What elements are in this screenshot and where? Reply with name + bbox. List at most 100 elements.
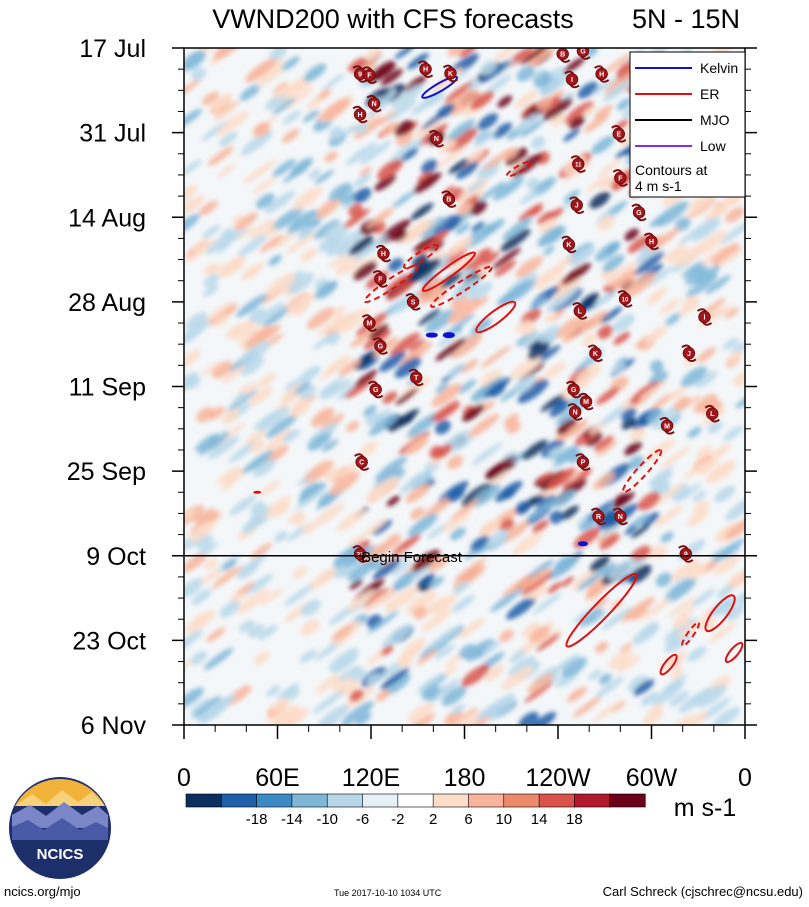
tc-marker-label: K [566, 242, 571, 249]
field-cell [457, 201, 474, 215]
er-contour [253, 490, 262, 494]
colorbar-units: m s-1 [674, 794, 737, 822]
field-cell [454, 557, 487, 582]
field-cell [429, 625, 461, 649]
field-cell [557, 418, 578, 435]
legend-box [629, 51, 746, 198]
field-cell [631, 607, 648, 621]
field-cell [226, 389, 258, 413]
field-cell [270, 229, 298, 250]
field-cell [435, 338, 466, 361]
field-cell [202, 284, 219, 297]
field-cell [447, 48, 466, 57]
colorbar-label: -2 [391, 811, 404, 828]
field-cell [364, 589, 395, 612]
field-cell [256, 302, 286, 325]
field-cell [613, 331, 631, 345]
field-cell [447, 455, 464, 470]
field-cell [651, 404, 685, 430]
field-cell [326, 229, 350, 247]
field-cell [201, 120, 229, 141]
field-cell [710, 242, 739, 264]
tc-marker-label: G [580, 49, 586, 56]
field-cell [562, 419, 589, 439]
logo-text: NCICS [37, 846, 84, 863]
field-cell [248, 159, 277, 181]
field-cell [449, 333, 483, 359]
field-cell [530, 711, 557, 725]
field-cell [387, 279, 417, 302]
field-cell [562, 262, 592, 285]
field-cell [322, 439, 339, 452]
field-cell [341, 701, 374, 725]
field-cell [628, 455, 645, 470]
field-cell [479, 345, 512, 369]
field-cell [192, 614, 206, 625]
colorbar-label: -18 [246, 811, 268, 828]
field-cell [236, 225, 255, 240]
ncics-logo: NCICS [9, 777, 111, 879]
tc-marker: 9 [352, 65, 368, 83]
field-cell [276, 77, 305, 99]
colorbar-label: -10 [316, 811, 338, 828]
field-cell [629, 381, 661, 405]
field-cell [283, 428, 301, 443]
field-cell [532, 592, 563, 615]
field-cell [338, 359, 361, 376]
field-cell [354, 122, 369, 135]
field-cell [409, 224, 431, 240]
field-cell [283, 685, 300, 701]
field-cell [273, 82, 288, 94]
tc-marker: B [555, 48, 571, 63]
field-cell [184, 213, 200, 234]
field-cell [635, 247, 658, 266]
field-cell [447, 487, 465, 502]
field-cell [681, 261, 705, 279]
tc-marker-label: H [358, 112, 363, 119]
tc-marker-label: M [367, 321, 373, 328]
field-cell [221, 365, 246, 384]
field-cell [361, 356, 380, 370]
field-cell [338, 665, 360, 682]
field-cell [253, 409, 280, 429]
field-cell [365, 48, 382, 61]
field-cell [272, 97, 296, 115]
field-cell [184, 578, 204, 598]
field-cell [563, 189, 580, 203]
field-cell [387, 98, 418, 122]
field-cell [508, 656, 535, 678]
tc-marker: G [631, 203, 647, 222]
field-cell [541, 439, 564, 458]
field-cell [190, 651, 208, 665]
tc-marker: G [576, 48, 591, 60]
field-cell [660, 650, 687, 671]
field-cell [683, 559, 701, 573]
tc-marker-label: H [599, 71, 604, 78]
tc-marker: L [704, 404, 720, 423]
tc-marker-label: B [446, 197, 451, 204]
tc-marker-label: M [664, 423, 670, 430]
field-cell [712, 538, 745, 563]
field-cell [413, 172, 442, 194]
field-cell [595, 641, 609, 654]
field-cell [202, 91, 219, 106]
field-cell [485, 74, 512, 95]
field-cell [217, 466, 240, 485]
field-cell [570, 245, 596, 266]
field-cell [337, 560, 360, 579]
field-cell [521, 571, 554, 597]
field-cell [717, 585, 734, 598]
colorbar-label: -14 [281, 811, 303, 828]
field-cell [479, 60, 510, 84]
field-cell [218, 131, 238, 147]
field-cell [346, 420, 360, 432]
field-cell [244, 429, 267, 447]
field-cell [427, 555, 449, 572]
tc-marker-label: G [571, 387, 577, 394]
field-cell [566, 686, 587, 703]
field-cell [509, 649, 526, 663]
tc-marker-label: I [571, 77, 573, 84]
field-cell [184, 77, 202, 102]
field-cell [485, 464, 503, 478]
